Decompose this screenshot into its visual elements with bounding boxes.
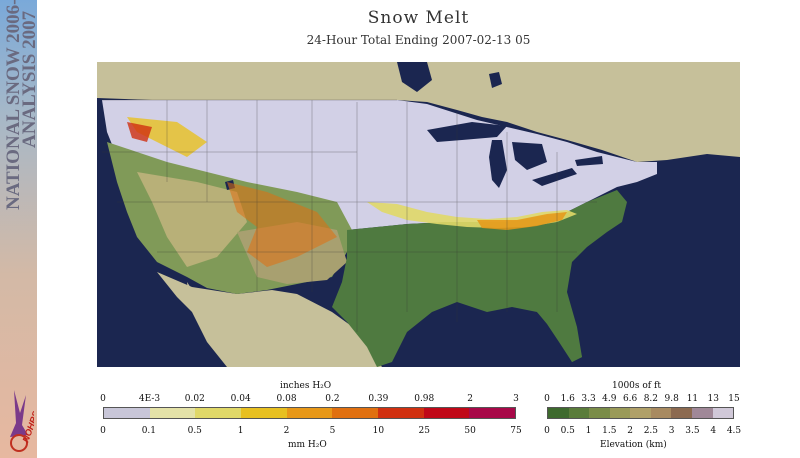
elev_legend-swatch [691, 408, 713, 418]
elev_legend-tick-label: 8.2 [643, 394, 659, 404]
elev_legend-swatch [650, 408, 672, 418]
sidebar-banner: NATIONAL SNOW 2006- ANALYSIS 2007 NOHRSC [0, 0, 37, 458]
elev-legend-colorbar [547, 407, 734, 419]
elev_legend-tick-label: 3 [668, 426, 675, 436]
melt_legend-tick-label: 0 [100, 394, 106, 404]
elev_legend-tick-label: 1.5 [602, 426, 617, 436]
elev_legend-tick-label: 9.8 [664, 394, 679, 404]
melt_legend-tick-label: 0.08 [276, 394, 297, 404]
elev_legend-tick-label: 1.6 [560, 394, 575, 404]
elev_legend-tick-label: 0 [544, 394, 550, 404]
melt_legend-tick-label: 3 [513, 394, 519, 404]
elev_legend-tick-label: 2 [627, 426, 633, 436]
melt-legend-top-unit: inches H₂O [280, 381, 332, 391]
lake-nipigon [489, 72, 502, 88]
elev_legend-tick-label: 13 [707, 394, 719, 404]
lake-huron [512, 142, 547, 170]
melt_legend-tick-label: 0.2 [325, 394, 340, 404]
melt_legend-swatch [378, 408, 424, 418]
elev-legend-bottom-unit: Elevation (km) [600, 440, 667, 450]
page-title: Snow Melt [367, 8, 470, 28]
elev_legend-tick-label: 3.3 [581, 394, 596, 404]
sidebar-line-2: ANALYSIS 2007 [19, 10, 37, 148]
melt-legend-bottom-unit: mm H₂O [288, 440, 327, 450]
elev_legend-tick-label: 4 [710, 426, 717, 436]
melt_legend-tick-label: 0.1 [141, 426, 157, 436]
snow-melt-map [97, 62, 740, 367]
elev_legend-tick-label: 1 [585, 426, 592, 436]
sidebar-line-1: NATIONAL SNOW 2006- [3, 0, 24, 210]
melt_legend-tick-label: 0.98 [414, 394, 435, 404]
canada-land [97, 62, 740, 162]
baja-land [187, 282, 225, 354]
melt_legend-swatch [241, 408, 287, 418]
great-basin [137, 172, 247, 267]
melt_legend-tick-label: 0.02 [184, 394, 205, 404]
melt_legend-swatch [423, 408, 470, 418]
melt_legend-swatch [332, 408, 379, 418]
melt_legend-swatch [104, 408, 150, 418]
melt_legend-tick-label: 1 [237, 426, 244, 436]
james-bay [397, 62, 432, 92]
elev_legend-swatch [671, 408, 692, 418]
melt_legend-tick-label: 10 [372, 426, 385, 436]
state-borders [102, 99, 597, 332]
melt_legend-swatch [195, 408, 242, 418]
elev_legend-swatch [568, 408, 590, 418]
florida [537, 310, 582, 362]
elev_legend-tick-label: 4.5 [726, 426, 742, 436]
elev_legend-tick-label: 2.5 [643, 426, 659, 436]
melt_legend-swatch [286, 408, 333, 418]
elev-legend-top-unit: 1000s of ft [612, 381, 661, 391]
melt_legend-tick-label: 2 [467, 394, 473, 404]
elev_legend-tick-label: 3.5 [685, 426, 700, 436]
elev_legend-swatch [589, 408, 610, 418]
melt_legend-tick-label: 0 [100, 426, 106, 436]
melt-band-ohio [477, 212, 567, 230]
elev_legend-tick-label: 4.9 [602, 394, 617, 404]
elev_legend-tick-label: 0 [544, 426, 550, 436]
melt_legend-tick-label: 75 [510, 426, 522, 436]
melt_legend-swatch [149, 408, 196, 418]
melt_legend-swatch [469, 408, 516, 418]
elev_legend-swatch [630, 408, 651, 418]
elev_legend-tick-label: 15 [728, 394, 740, 404]
melt_legend-tick-label: 4E-3 [138, 394, 161, 404]
melt_legend-tick-label: 50 [464, 426, 476, 436]
melt_legend-tick-label: 25 [418, 426, 430, 436]
elev_legend-tick-label: 0.5 [560, 426, 575, 436]
elev_legend-swatch [548, 408, 569, 418]
lake-erie [532, 168, 577, 186]
melt_legend-tick-label: 2 [283, 426, 290, 436]
melt-cascades [127, 122, 152, 142]
elev_legend-swatch [712, 408, 734, 418]
elev_legend-tick-label: 11 [686, 394, 699, 404]
nohrsc-logo: NOHRSC [10, 390, 34, 452]
melt_legend-tick-label: 0.04 [230, 394, 251, 404]
melt_legend-tick-label: 0.39 [368, 394, 389, 404]
page-subtitle: 24-Hour Total Ending 2007-02-13 05 [306, 33, 531, 47]
sidebar-title: NATIONAL SNOW 2006- ANALYSIS 2007 [3, 0, 37, 210]
melt-legend-colorbar [103, 407, 516, 419]
melt_legend-tick-label: 5 [329, 426, 336, 436]
melt-rockies [227, 182, 337, 267]
lake-superior [427, 122, 507, 142]
elev_legend-swatch [609, 408, 631, 418]
melt_legend-tick-label: 0.5 [187, 426, 202, 436]
lake-ontario [575, 156, 603, 166]
elev_legend-tick-label: 6.6 [622, 394, 638, 404]
lake-michigan [489, 140, 507, 188]
